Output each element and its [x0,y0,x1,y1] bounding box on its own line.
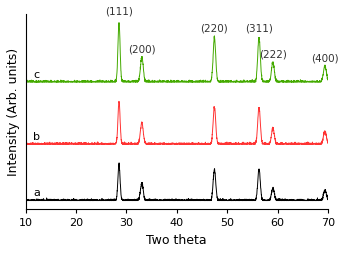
Text: (222): (222) [259,50,287,60]
Text: (200): (200) [128,44,156,54]
Text: (400): (400) [311,54,339,64]
Text: (220): (220) [201,23,228,33]
Text: a: a [33,188,40,198]
Y-axis label: Intensity (Arb. units): Intensity (Arb. units) [7,48,20,176]
Text: (311): (311) [245,24,273,34]
Text: c: c [33,70,39,80]
X-axis label: Two theta: Two theta [146,234,207,247]
Text: (111): (111) [105,7,133,17]
Text: b: b [33,132,40,142]
